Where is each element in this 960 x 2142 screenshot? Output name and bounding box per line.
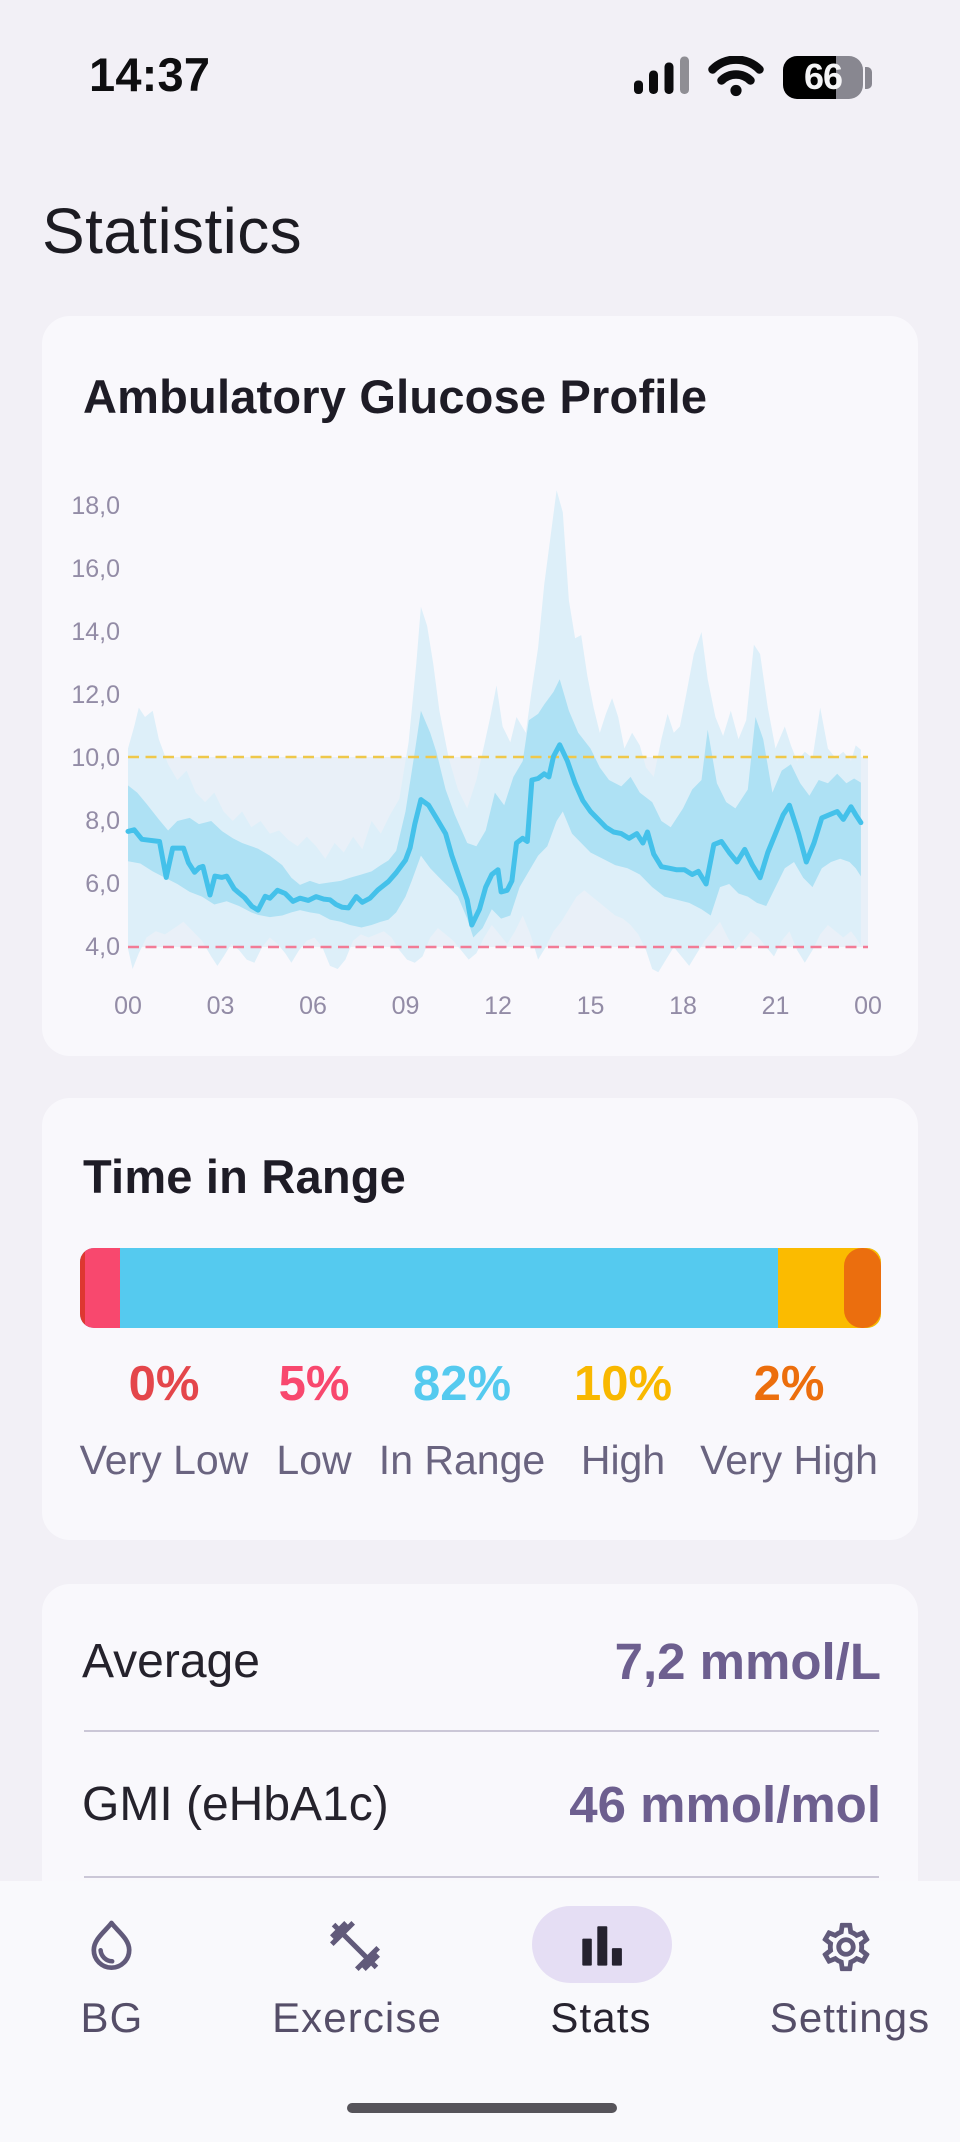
svg-text:12: 12: [484, 992, 512, 1020]
svg-text:4,0: 4,0: [85, 933, 120, 961]
svg-text:03: 03: [207, 992, 235, 1020]
svg-text:8,0: 8,0: [85, 807, 120, 835]
svg-text:06: 06: [299, 992, 327, 1020]
svg-text:14,0: 14,0: [71, 618, 120, 646]
svg-text:09: 09: [392, 992, 420, 1020]
svg-text:18: 18: [669, 992, 697, 1020]
svg-text:00: 00: [114, 992, 142, 1020]
svg-text:21: 21: [762, 992, 790, 1020]
svg-text:16,0: 16,0: [71, 555, 120, 583]
svg-text:00: 00: [854, 992, 882, 1020]
svg-text:18,0: 18,0: [71, 492, 120, 520]
svg-text:6,0: 6,0: [85, 870, 120, 898]
svg-text:15: 15: [577, 992, 605, 1020]
svg-text:12,0: 12,0: [71, 681, 120, 709]
svg-text:10,0: 10,0: [71, 744, 120, 772]
